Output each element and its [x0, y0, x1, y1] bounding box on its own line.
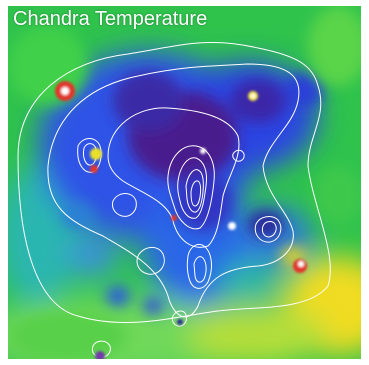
cool-cores: [62, 71, 323, 314]
temperature-map: Chandra Temperature: [8, 6, 361, 359]
hot-spots: [55, 81, 307, 359]
temperature-map-image: [8, 6, 361, 359]
warm-patches: [8, 6, 361, 359]
figure-title: Chandra Temperature: [13, 8, 208, 30]
contour-lines: [17, 41, 331, 358]
